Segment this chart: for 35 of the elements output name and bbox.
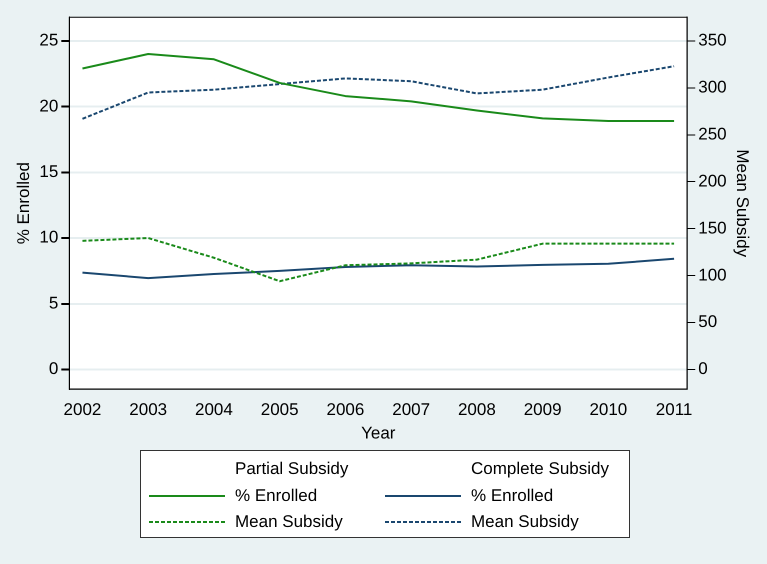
legend-label: Mean Subsidy [235, 511, 343, 533]
x-tick-label: 2005 [260, 400, 299, 420]
y2-tick-label: 200 [698, 171, 727, 190]
text: Partial Subsidy [235, 458, 350, 480]
x-tick-label: 2002 [64, 400, 102, 420]
y-tick-label: 10 [39, 228, 58, 247]
x-tick-label: 2011 [656, 400, 692, 420]
legend-label: % Enrolled [471, 485, 554, 507]
x-axis-title: Year [361, 423, 396, 442]
y2-tick-label: 250 [698, 124, 727, 144]
line-series [81, 65, 676, 120]
y2-tick-label: 50 [698, 312, 718, 332]
y-tick-label: 5 [48, 293, 58, 312]
y2-tick-label: 150 [698, 218, 727, 238]
x-tick-label: 2003 [129, 400, 168, 420]
x-tick-label: 2009 [524, 400, 562, 420]
legend-label: Mean Subsidy [471, 511, 579, 533]
y-tick-label: 25 [39, 30, 58, 50]
y2-axis-title: Mean Subsidy [733, 149, 752, 258]
x-tick-label: 2006 [326, 400, 364, 420]
x-tick-label: 2010 [589, 400, 628, 420]
x-tick-label: 2008 [458, 400, 496, 420]
y-axis-title: % Enrolled [14, 162, 33, 244]
y-tick-label: 20 [39, 96, 58, 116]
legend-label: % Enrolled [235, 485, 318, 507]
y2-tick-label: 0 [698, 359, 708, 378]
x-tick-label: 2004 [195, 400, 233, 420]
text: Complete Subsidy [471, 458, 610, 480]
y-tick-label: 15 [39, 162, 58, 181]
line-series [81, 237, 676, 282]
y2-tick-label: 350 [698, 30, 727, 50]
y-tick-label: 0 [48, 359, 58, 378]
y2-tick-label: 300 [698, 77, 727, 96]
y2-tick-label: 100 [698, 265, 727, 284]
x-tick-label: 2007 [392, 400, 430, 420]
